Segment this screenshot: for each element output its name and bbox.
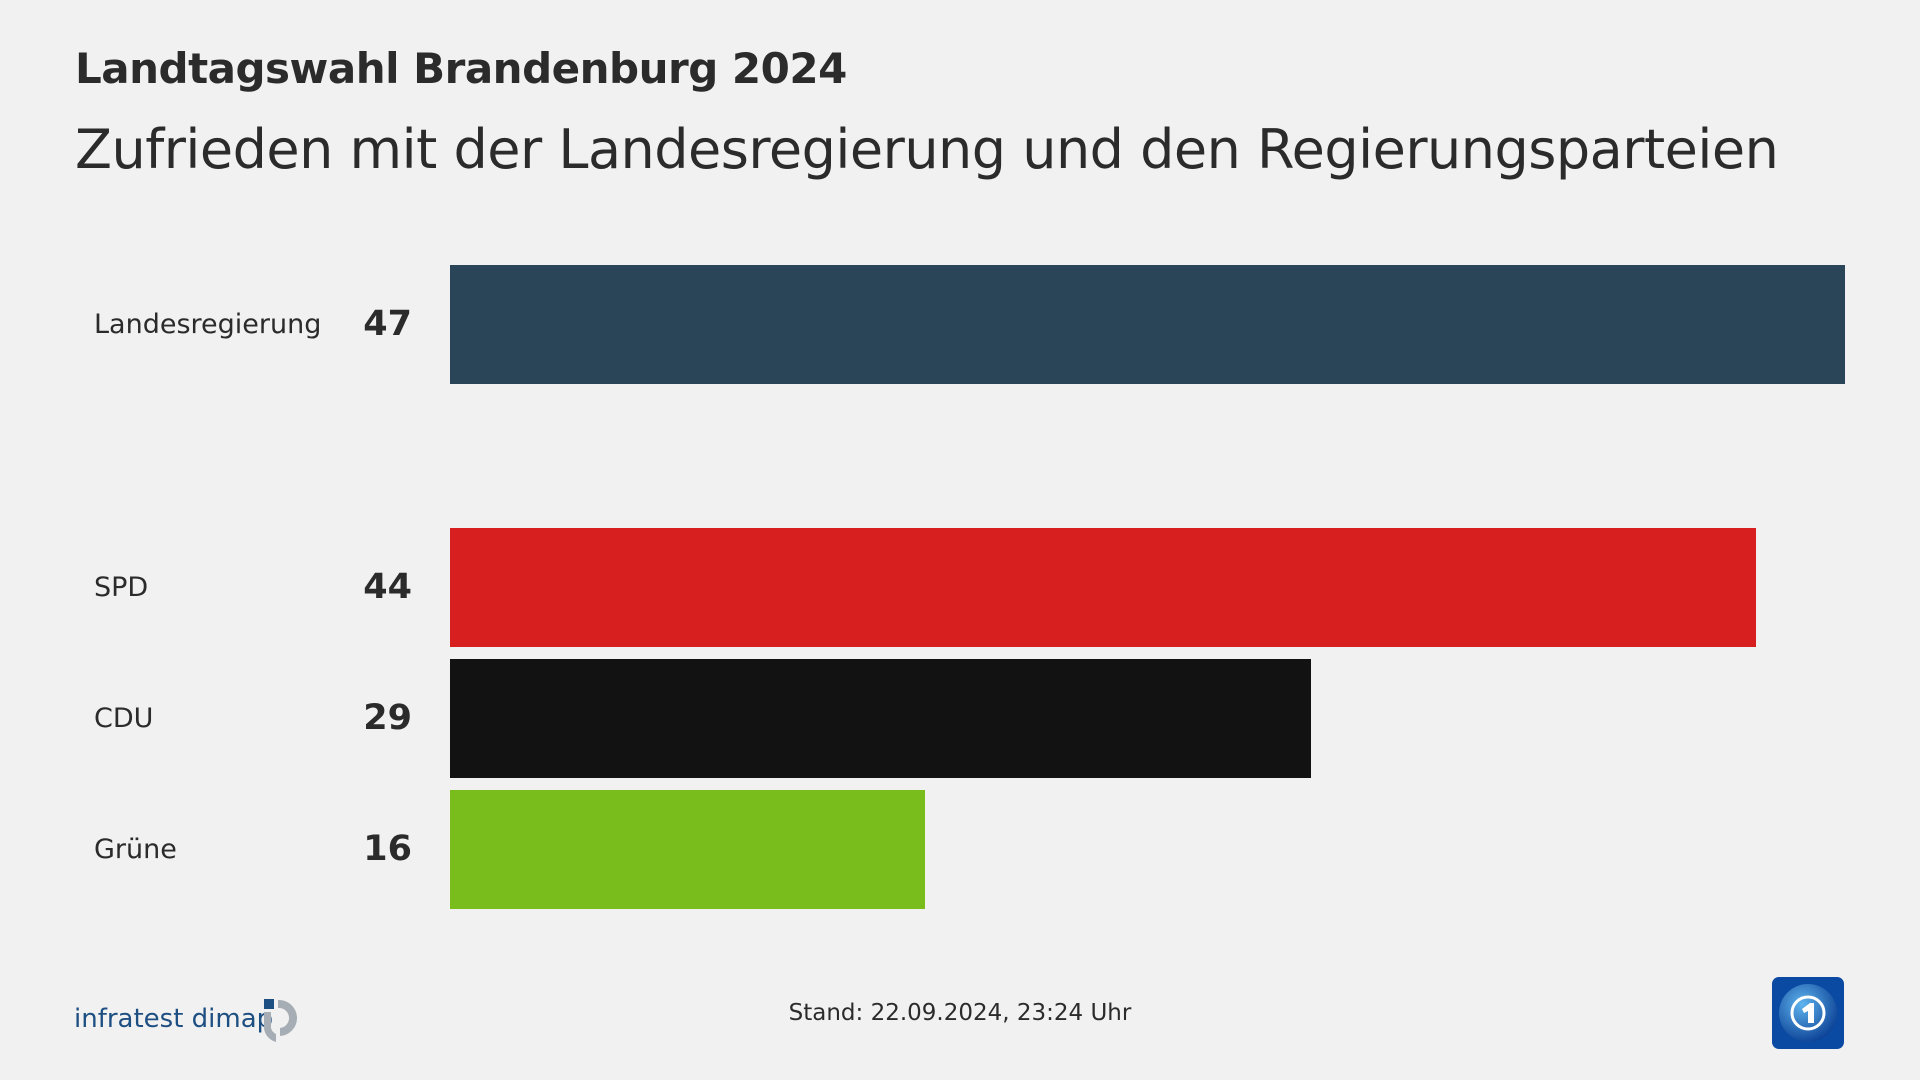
tagesschau-logo [1772, 977, 1844, 1053]
value-label: 47 [363, 304, 412, 344]
bar-row: CDU 29 [0, 659, 1920, 778]
value-label: 29 [363, 698, 412, 738]
value-label: 16 [363, 829, 412, 869]
svg-text:infratest dimap: infratest dimap [74, 1004, 273, 1034]
chart-subtitle: Zufrieden mit der Landesregierung und de… [75, 118, 1779, 181]
infratest-dimap-logo: infratest dimap [74, 994, 314, 1048]
chart-title: Landtagswahl Brandenburg 2024 [75, 44, 847, 93]
value-label: 44 [363, 567, 412, 607]
bar [450, 528, 1756, 647]
timestamp: Stand: 22.09.2024, 23:24 Uhr [788, 1000, 1132, 1026]
bar-row: SPD 44 [0, 528, 1920, 647]
category-label: Grüne [94, 834, 177, 865]
category-label: CDU [94, 703, 154, 734]
category-label: Landesregierung [94, 309, 322, 340]
bar-row: Grüne 16 [0, 790, 1920, 909]
bar-row: Landesregierung 47 [0, 265, 1920, 384]
bar [450, 265, 1845, 384]
bar [450, 790, 925, 909]
bar [450, 659, 1311, 778]
category-label: SPD [94, 572, 149, 603]
